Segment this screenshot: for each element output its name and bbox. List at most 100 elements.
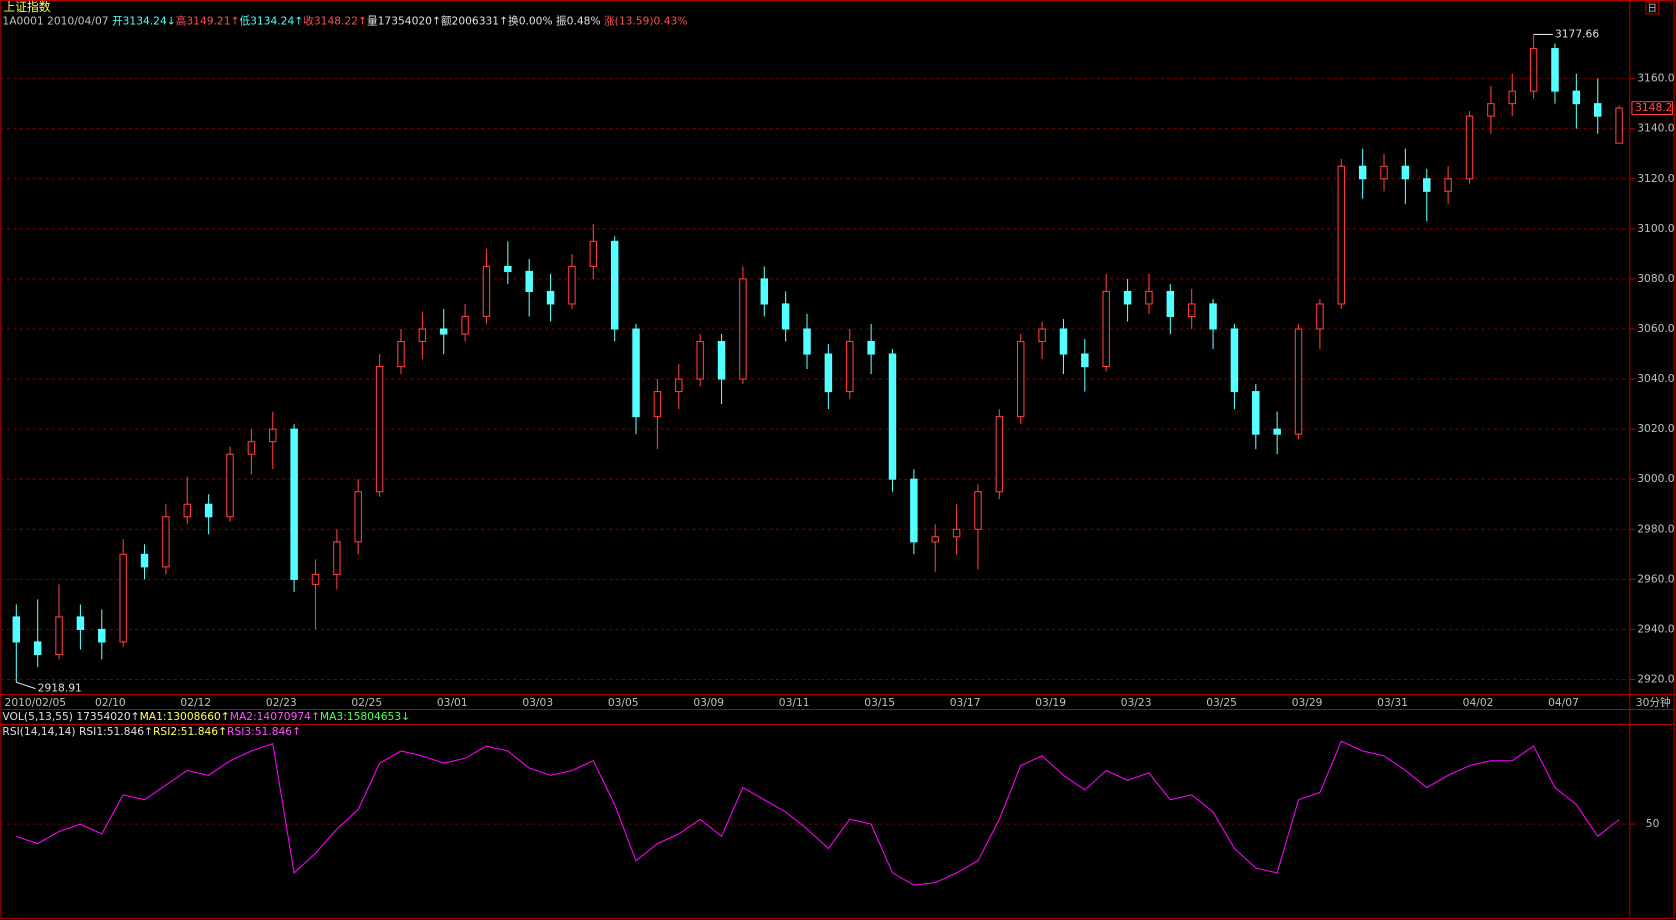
- info-segment: 换0.00%: [508, 14, 556, 27]
- y-tick-label: 2980.0: [1637, 522, 1675, 535]
- last-price-box: [1631, 101, 1674, 116]
- candle-body: [1487, 103, 1495, 117]
- candle-body: [1230, 328, 1239, 393]
- x-tick-label: 03/31: [1377, 696, 1408, 709]
- candle-body: [1444, 178, 1452, 192]
- candle-body: [1551, 48, 1559, 92]
- candle-body: [739, 278, 747, 380]
- y-tick-label: 3020.0: [1637, 422, 1675, 435]
- candle-body: [1615, 107, 1623, 144]
- candle-body: [781, 303, 790, 330]
- candle-body: [1187, 303, 1196, 318]
- candle-body: [888, 353, 897, 480]
- candle-body: [675, 378, 683, 393]
- info-segment: 1A0001 2010/04/07: [2, 14, 112, 27]
- x-tick-label: 02/23: [266, 696, 297, 709]
- candle-body: [98, 628, 106, 643]
- x-tick-label: 03/29: [1292, 696, 1323, 709]
- candle-body: [1209, 303, 1217, 330]
- candle-body: [824, 353, 833, 393]
- candle-body: [696, 340, 704, 380]
- x-tick-label: 03/25: [1206, 696, 1237, 709]
- candle-body: [204, 503, 213, 518]
- x-tick-label: 02/12: [180, 696, 211, 709]
- candle-body: [1038, 328, 1046, 343]
- candle-body: [846, 340, 854, 393]
- info-segment: 低3134.24↑: [239, 14, 303, 27]
- y-tick-label: 3060.0: [1637, 322, 1675, 335]
- x-tick-label: 03/15: [864, 696, 895, 709]
- last-price-label: 3148.2: [1635, 101, 1672, 114]
- candle-body: [1401, 165, 1410, 180]
- y-tick-label: 3160.0: [1637, 72, 1675, 85]
- info-segment: 振0.48%: [556, 14, 604, 27]
- candle-body: [418, 328, 427, 343]
- candle-body: [226, 453, 234, 518]
- y-tick-label: 3040.0: [1637, 372, 1675, 385]
- candle-body: [1123, 290, 1132, 305]
- info-segment: 高3149.21↑: [176, 14, 240, 27]
- info-segment: 额2006331↑: [441, 14, 508, 27]
- min-pointer: [16, 681, 36, 690]
- candle-body: [1358, 165, 1367, 180]
- candle-body: [1166, 290, 1175, 318]
- candle-body: [76, 616, 85, 630]
- candle-body: [610, 240, 619, 330]
- candle-body: [546, 290, 555, 305]
- candle-body: [653, 391, 662, 418]
- candle-body: [269, 428, 277, 443]
- candle-body: [247, 441, 256, 455]
- candle-body: [1273, 428, 1281, 435]
- candle-body: [397, 340, 405, 368]
- max-label: 3177.66: [1555, 27, 1599, 40]
- y-tick-label: 3080.0: [1637, 272, 1675, 285]
- info-segment: 量17354020↑: [367, 14, 441, 27]
- x-tick-label: 02/10: [95, 696, 126, 709]
- corner-label[interactable]: 日: [1647, 4, 1657, 15]
- candle-body: [1252, 391, 1260, 435]
- stock-title: 上证指数: [3, 0, 50, 14]
- x-tick-label: 03/23: [1121, 696, 1152, 709]
- info-segment: RSI1:51.846↑: [79, 725, 153, 738]
- candle-body: [1145, 290, 1153, 305]
- y-tick-label: 2920.0: [1637, 673, 1675, 686]
- info-segment: 涨(13.59)0.43%: [604, 14, 687, 27]
- x-tick-label: 04/02: [1463, 696, 1494, 709]
- corner-box[interactable]: [1645, 1, 1660, 15]
- info-segment: MA3:15804653↓: [320, 710, 410, 723]
- candle-body: [439, 328, 448, 335]
- candle-body: [33, 641, 42, 656]
- candle-body: [803, 328, 811, 355]
- candle-body: [461, 315, 469, 335]
- y-tick-label: 3140.0: [1637, 122, 1675, 135]
- candle-body: [568, 265, 576, 305]
- candle-body: [1593, 103, 1602, 117]
- x-tick-label: 03/05: [608, 696, 639, 709]
- x-tick-label: 03/09: [693, 696, 724, 709]
- candle-body: [140, 553, 149, 568]
- info-segment: RSI3:51.846↑: [227, 725, 301, 738]
- x-tick-label: 03/11: [779, 696, 810, 709]
- y-tick-label: 3000.0: [1637, 472, 1675, 485]
- candle-body: [1337, 165, 1346, 305]
- x-tick-label: 03/17: [950, 696, 981, 709]
- candle-body: [333, 541, 341, 575]
- vol-line: VOL(5,13,55) 17354020↑MA1:13008660↑MA2:1…: [2, 710, 410, 723]
- info-segment: RSI(14,14,14): [2, 725, 79, 738]
- candle-body: [1059, 328, 1068, 355]
- y-tick-label: 3120.0: [1637, 172, 1675, 185]
- candle-body: [1529, 48, 1538, 92]
- min-label: 2918.91: [38, 682, 82, 695]
- info-segment: 收3148.22↑: [303, 14, 367, 27]
- candle-body: [1081, 353, 1089, 368]
- info-segment: RSI2:51.846↑: [153, 725, 227, 738]
- y-tick-label: 3100.0: [1637, 222, 1675, 235]
- candle-body: [589, 240, 598, 267]
- candle-body: [290, 428, 298, 580]
- candle-body: [1016, 340, 1025, 418]
- x-tick-label: 2010/02/05: [5, 696, 67, 709]
- candle-body: [1294, 328, 1303, 435]
- candle-body: [717, 340, 726, 380]
- y-tick-label: 2940.0: [1637, 622, 1675, 635]
